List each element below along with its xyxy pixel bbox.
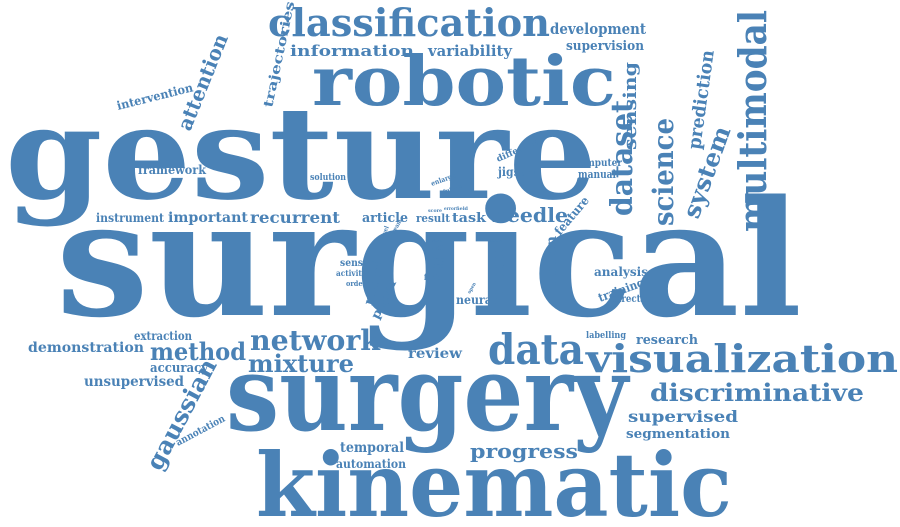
word-accuracy: accuracy xyxy=(150,361,208,376)
word-computer: computer xyxy=(574,158,623,169)
word-important: important xyxy=(168,210,249,226)
word-score: score xyxy=(428,208,442,214)
word-discriminative: discriminative xyxy=(650,378,864,407)
word-science: science xyxy=(647,118,680,226)
word-error: error xyxy=(444,206,456,212)
word-review: review xyxy=(408,346,463,362)
word-information: information xyxy=(290,42,414,60)
word-level: level xyxy=(379,225,391,241)
word-framework: framework xyxy=(138,163,207,177)
word-variability: variability xyxy=(427,42,513,60)
word-field: field xyxy=(456,206,468,212)
word-neural: neural xyxy=(456,293,496,307)
word-article: article xyxy=(362,211,408,226)
word-skill: skill xyxy=(432,245,445,252)
word-solution: solution xyxy=(310,173,346,183)
word-data: data xyxy=(488,325,584,374)
word-dataset: dataset xyxy=(605,100,640,216)
word-model: model xyxy=(488,242,509,304)
word-progress: progress xyxy=(470,439,578,463)
word-activity: activity xyxy=(336,268,366,278)
word-state: state xyxy=(490,238,502,244)
word-surgical: surgical xyxy=(56,165,802,353)
word-visualization: visualization xyxy=(585,336,898,381)
word-gesture: gesture xyxy=(5,79,597,229)
word-action: action xyxy=(544,236,560,286)
word-mixture: mixture xyxy=(248,349,354,378)
word-fusion: fusion xyxy=(424,272,446,282)
word-surgery: surgery xyxy=(226,332,630,455)
word-unsupervised: unsupervised xyxy=(84,374,184,390)
word-automation: automation xyxy=(336,457,406,471)
word-robotic: robotic xyxy=(312,42,616,122)
word-classification: classification xyxy=(268,0,550,45)
word-labelling: labelling xyxy=(586,331,627,341)
word-demonstration: demonstration xyxy=(28,340,144,356)
word-temporal: temporal xyxy=(340,440,404,456)
word-instrument: instrument xyxy=(96,211,164,225)
word-jigsaw: jigsaw xyxy=(497,165,537,179)
word-recurrent: recurrent xyxy=(250,208,341,227)
word-needle: needle xyxy=(492,203,568,227)
word-direction: direction xyxy=(612,294,657,305)
word-extraction: extraction xyxy=(134,329,192,343)
word-time: time xyxy=(430,255,444,264)
word-supervision: supervision xyxy=(566,39,645,54)
word-manual: manual xyxy=(578,168,616,181)
word-network: network xyxy=(250,324,381,357)
word-result: result xyxy=(416,212,451,225)
word-task: task xyxy=(452,211,487,226)
word-step: step xyxy=(432,238,442,244)
word-sensing: sensing xyxy=(620,62,641,150)
word-sensor: sensor xyxy=(340,258,375,269)
word-open: open xyxy=(467,281,478,295)
word-order: order xyxy=(346,279,366,288)
word-analysis: analysis xyxy=(594,265,648,279)
word-kinematic: kinematic xyxy=(256,433,732,527)
word-segmentation: segmentation xyxy=(626,427,731,442)
word-development: development xyxy=(550,20,646,38)
word-multimodal: multimodal xyxy=(730,10,775,232)
word-supervised: supervised xyxy=(628,407,738,426)
word-method: method xyxy=(150,337,246,366)
word-research: research xyxy=(636,333,699,348)
word-video: video xyxy=(427,261,444,270)
